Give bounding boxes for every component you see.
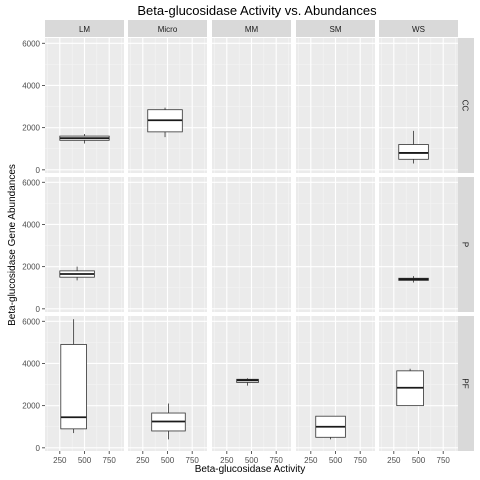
y-tick-label: 2000 <box>22 402 40 411</box>
column-strip-label: Micro <box>158 25 178 34</box>
boxplot-PF-Micro <box>151 403 186 440</box>
y-tick-label: 0 <box>36 166 41 175</box>
row-strip-label: P <box>461 242 470 247</box>
x-tick-label: 500 <box>78 456 92 465</box>
column-strip <box>212 20 291 37</box>
x-tick-label: 500 <box>412 456 426 465</box>
boxplot-P-LM <box>59 266 95 281</box>
y-tick-label: 0 <box>36 444 41 453</box>
x-tick-label: 250 <box>387 456 401 465</box>
y-tick-label: 6000 <box>22 39 40 48</box>
x-tick-label: 750 <box>270 456 284 465</box>
column-strip-label: WS <box>412 25 425 34</box>
boxplot-PF-LM <box>60 319 87 434</box>
y-tick-label: 6000 <box>22 178 40 187</box>
row-strip-label: PF <box>461 378 470 388</box>
column-strip-label: SM <box>330 25 342 34</box>
y-tick-label: 4000 <box>22 359 40 368</box>
row-strip <box>456 38 474 173</box>
plot-area: LM Micro MM SM WS CC P PF 0 2000 4000 6000 0 2000 4000… <box>22 20 474 465</box>
x-tick-label: 250 <box>304 456 318 465</box>
boxplot-PF-MM <box>236 378 259 386</box>
x-tick-label: 500 <box>161 456 175 465</box>
y-tick-label: 4000 <box>22 220 40 229</box>
y-tick-label: 0 <box>36 305 41 314</box>
x-tick-label: 250 <box>53 456 67 465</box>
y-tick-label: 2000 <box>22 124 40 133</box>
column-strip <box>296 20 375 37</box>
x-tick-label: 500 <box>245 456 259 465</box>
x-tick-label: 750 <box>103 456 117 465</box>
column-strip-label: LM <box>79 25 90 34</box>
box-iqr <box>398 144 429 160</box>
boxplot-P-WS <box>398 276 429 283</box>
y-tick-label: 4000 <box>22 81 40 90</box>
x-tick-label: 250 <box>220 456 234 465</box>
x-tick-label: 750 <box>354 456 368 465</box>
x-tick-label: 750 <box>186 456 200 465</box>
x-tick-label: 250 <box>136 456 150 465</box>
row-strip <box>456 316 474 451</box>
column-strip <box>128 20 207 37</box>
x-tick-label: 500 <box>329 456 343 465</box>
y-tick-label: 2000 <box>22 263 40 272</box>
boxplot-PF-SM <box>315 415 346 440</box>
boxplot-PF-WS <box>396 368 424 407</box>
boxplot-CC-WS <box>398 130 429 164</box>
x-tick-label: 750 <box>437 456 451 465</box>
box-iqr <box>60 344 87 430</box>
y-axis-title: Beta-glucosidase Gene Abundances <box>7 164 18 326</box>
column-strip <box>45 20 124 37</box>
column-strip-label: MM <box>245 25 259 34</box>
chart-title: Beta-glucosidase Activity vs. Abundances <box>137 3 377 18</box>
row-strip-label: CC <box>461 100 470 112</box>
column-strip <box>379 20 458 37</box>
x-axis-title: Beta-glucosidase Activity <box>195 464 306 475</box>
boxplot-CC-Micro <box>147 107 183 138</box>
y-tick-label: 6000 <box>22 317 40 326</box>
row-strip <box>456 177 474 312</box>
boxplot-CC-LM <box>59 133 110 144</box>
